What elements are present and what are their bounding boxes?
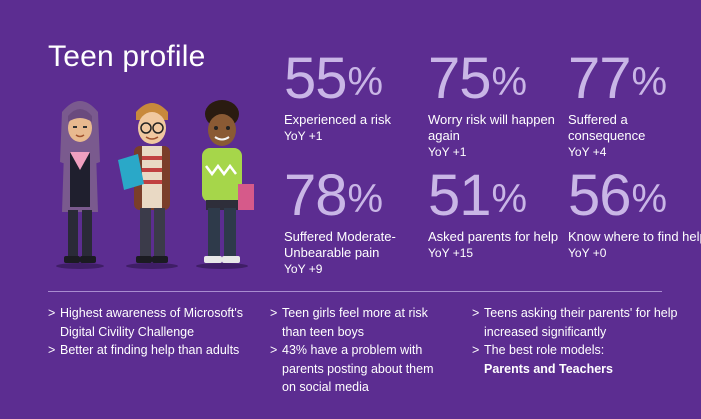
bullet-marker: >: [270, 343, 278, 357]
stat-label: Asked parents for help: [428, 229, 559, 244]
bullet-marker: >: [48, 343, 56, 357]
bullet-marker: >: [472, 343, 480, 357]
stat-yoy: YoY +15: [428, 246, 474, 260]
list-item: > Better at finding help than adults: [48, 341, 248, 360]
stat-worry-risk: 75% Worry risk will happen again YoY +1: [428, 50, 568, 160]
stat-percent: 55%: [284, 46, 383, 111]
list-item: >43% have a problem with parents posting…: [270, 343, 434, 394]
stat-suffered-pain: 78% Suffered Moderate-Unbearable pain Yo…: [284, 167, 424, 277]
list-item: > The best role models:: [472, 341, 682, 360]
stat-percent: 77%: [568, 46, 667, 111]
stat-yoy: YoY +1: [284, 129, 323, 143]
stat-label: Worry risk will happen again: [428, 112, 555, 143]
stat-label: Suffered a consequence: [568, 112, 646, 143]
role-models-emphasis: Parents and Teachers: [484, 361, 613, 376]
bullet-marker: >: [48, 306, 56, 320]
stat-yoy: YoY +4: [568, 145, 607, 159]
teen-boy-glasses-figure: [118, 103, 178, 269]
stat-percent: 56%: [568, 163, 667, 228]
teens-illustration: [56, 100, 254, 269]
stat-suffered-consequence: 77% Suffered a consequence YoY +4: [568, 50, 701, 160]
findings-column-2: > Teen girls feel more at risk than teen …: [270, 304, 450, 397]
page-title: Teen profile: [48, 40, 206, 73]
stat-label: Suffered Moderate-Unbearable pain: [284, 229, 396, 260]
bullet-marker: >: [472, 306, 480, 320]
stat-percent: 75%: [428, 46, 527, 111]
list-item: > Teens asking their parents' for help in…: [472, 306, 678, 339]
stat-yoy: YoY +1: [428, 145, 467, 159]
findings-column-3: > Teens asking their parents' for help in…: [472, 304, 682, 378]
stat-yoy: YoY +0: [568, 246, 607, 260]
stat-asked-parents: 51% Asked parents for help YoY +15: [428, 167, 568, 261]
stat-label: Know where to find help: [568, 229, 701, 244]
stat-experienced-risk: 55% Experienced a risk YoY +1: [284, 50, 424, 144]
teen-boy-green-shirt-figure: [196, 100, 254, 269]
list-item: > Highest awareness of Microsoft's Digita…: [48, 306, 244, 339]
stat-percent: 51%: [428, 163, 527, 228]
list-item: > Teen girls feel more at risk than teen …: [270, 306, 428, 339]
stat-yoy: YoY +9: [284, 262, 323, 276]
findings-column-1: > Highest awareness of Microsoft's Digita…: [48, 304, 248, 360]
stat-label: Experienced a risk: [284, 112, 391, 127]
section-divider: [48, 291, 662, 292]
stat-know-help: 56% Know where to find help YoY +0: [568, 167, 701, 261]
teen-girl-figure: [56, 101, 104, 269]
stat-percent: 78%: [284, 163, 383, 228]
bullet-marker: >: [270, 306, 278, 320]
